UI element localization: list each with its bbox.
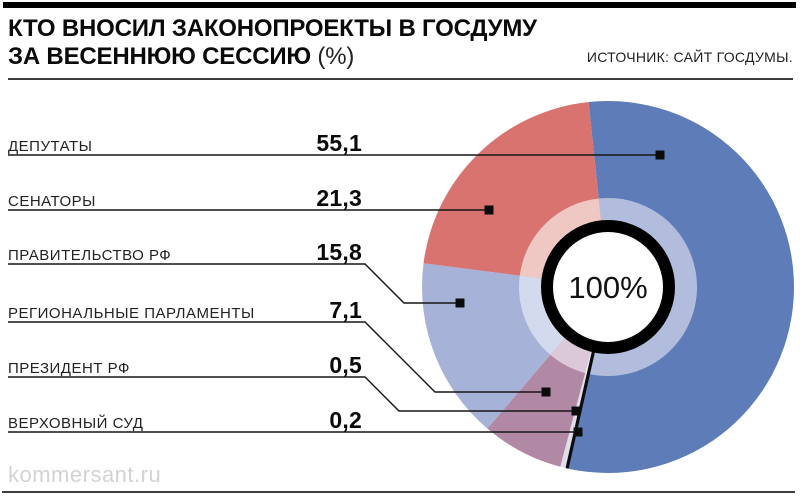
leader-marker-slice-5 — [573, 427, 583, 437]
legend-value: 0,2 — [329, 407, 362, 433]
legend-row-senators: СЕНАТОРЫ 21,3 — [8, 185, 362, 212]
leader-marker-slice-4 — [571, 406, 581, 416]
bottom-divider — [2, 491, 795, 493]
legend-label: РЕГИОНАЛЬНЫЕ ПАРЛАМЕНТЫ — [8, 305, 255, 322]
kommersant-watermark: kommersant.ru — [8, 462, 162, 487]
legend-row-government: ПРАВИТЕЛЬСТВО РФ 15,8 — [8, 239, 362, 266]
header-divider — [8, 78, 793, 80]
top-black-bar — [3, 2, 796, 8]
title-line-2: ЗА ВЕСЕННЮЮ СЕССИЮ — [8, 43, 311, 70]
title-percent-suffix: (%) — [317, 43, 355, 70]
legend-label: СЕНАТОРЫ — [8, 193, 96, 210]
legend-label: ВЕРХОВНЫЙ СУД — [8, 415, 144, 432]
legend-row-president: ПРЕЗИДЕНТ РФ 0,5 — [8, 352, 362, 379]
thin-slice-divider-line — [565, 337, 599, 469]
donut-center-ring — [541, 220, 675, 354]
legend-value: 21,3 — [316, 185, 362, 211]
leader-marker-slice-3 — [541, 387, 551, 397]
legend-row-regional-parliaments: РЕГИОНАЛЬНЫЕ ПАРЛАМЕНТЫ 7,1 — [8, 297, 362, 324]
leader-marker-slice-2 — [455, 298, 465, 308]
leader-line-slice-2 — [8, 263, 460, 304]
donut-center-label: 100% — [568, 270, 647, 305]
leader-marker-slice-1 — [484, 205, 494, 215]
legend-value: 0,5 — [329, 352, 362, 378]
title-line-1: КТО ВНОСИЛ ЗАКОНОПРОЕКТЫ В ГОСДУМУ — [8, 15, 537, 42]
legend-row-supreme-court: ВЕРХОВНЫЙ СУД 0,2 — [8, 407, 362, 434]
source-note: ИСТОЧНИК: САЙТ ГОСДУМЫ. — [586, 49, 793, 65]
legend-label: ПРЕЗИДЕНТ РФ — [8, 360, 130, 377]
legend-value: 55,1 — [316, 130, 362, 156]
page-title: КТО ВНОСИЛ ЗАКОНОПРОЕКТЫ В ГОСДУМУ ЗА ВЕ… — [8, 15, 537, 71]
leader-marker-slice-0 — [655, 150, 665, 160]
leader-line-slice-3 — [8, 321, 546, 393]
leader-line-slice-4 — [8, 376, 576, 412]
legend-value: 15,8 — [316, 239, 362, 265]
legend-row-deputies: ДЕПУТАТЫ 55,1 — [8, 130, 362, 157]
legend-label: ПРАВИТЕЛЬСТВО РФ — [8, 247, 172, 264]
legend-label: ДЕПУТАТЫ — [8, 138, 93, 155]
legend-value: 7,1 — [329, 297, 362, 323]
